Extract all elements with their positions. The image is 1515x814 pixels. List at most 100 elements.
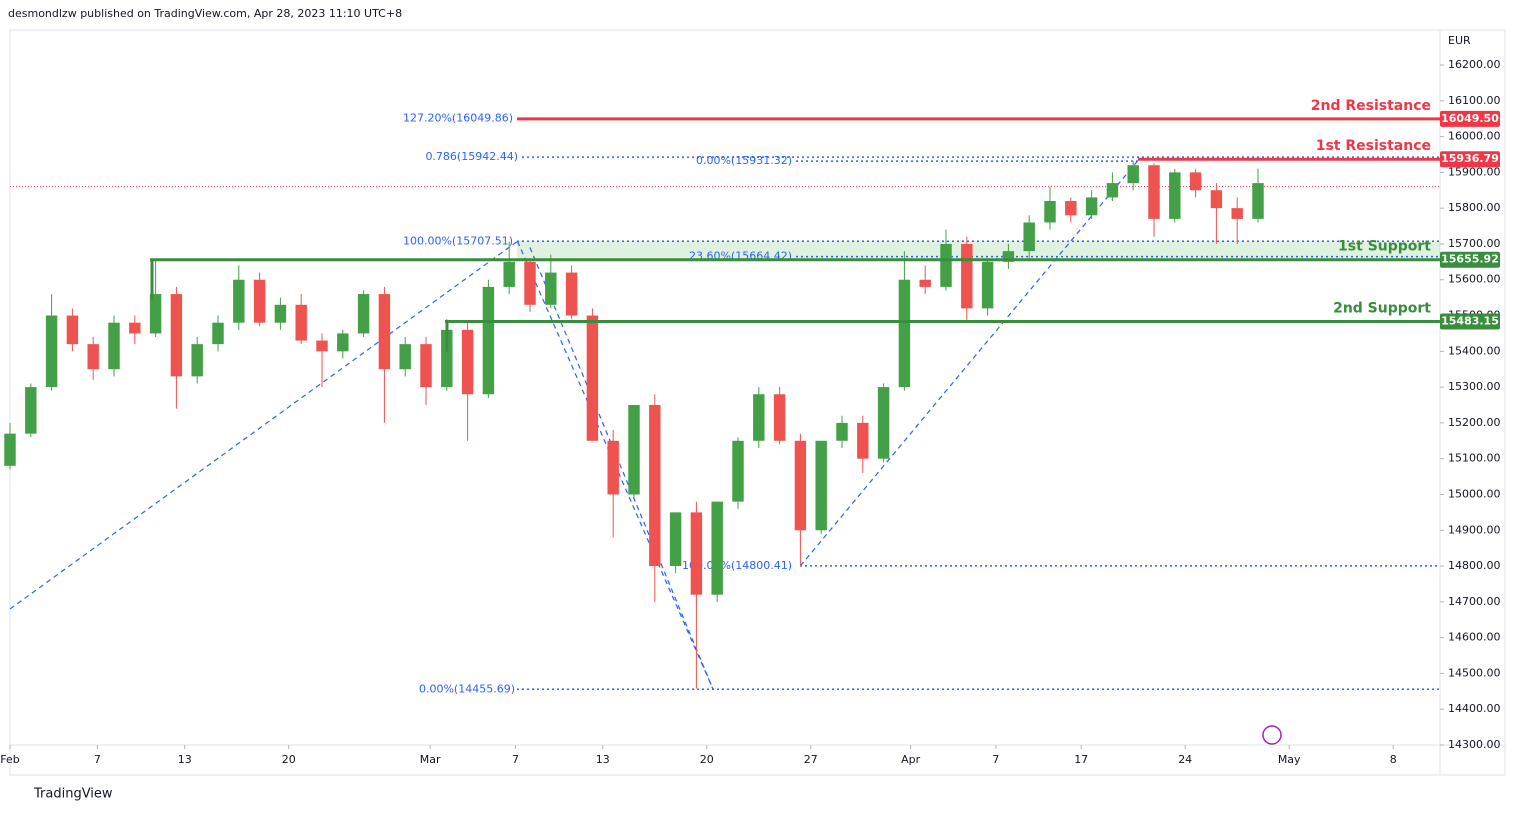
candle-body: [253, 279, 266, 323]
candle-body: [1231, 208, 1243, 219]
y-tick-label: 16000.00: [1448, 130, 1501, 143]
candle-body: [649, 405, 661, 567]
event-icon[interactable]: [1262, 725, 1282, 745]
candle-body: [1127, 165, 1139, 184]
candle-body: [149, 294, 162, 334]
x-tick-label: 20: [700, 753, 714, 766]
level-name: 2nd Resistance: [1311, 98, 1431, 114]
candle-body: [87, 344, 99, 370]
price-tag-label: 15655.92: [1441, 253, 1499, 266]
candle-body: [1002, 251, 1015, 262]
support-zone: [517, 241, 1440, 260]
fib-label: 127.20%(16049.86): [403, 112, 513, 125]
footer: TradingView: [33, 787, 113, 802]
candle-body: [420, 344, 432, 388]
level-name: 2nd Support: [1333, 301, 1431, 317]
candle-body: [1189, 172, 1202, 191]
candle-body: [586, 315, 599, 441]
candle-body: [690, 512, 703, 595]
candle-body: [274, 304, 287, 323]
x-tick-label: 20: [282, 753, 296, 766]
x-tick-label: 27: [804, 753, 818, 766]
candle-body: [857, 422, 869, 459]
candle-body: [191, 344, 203, 377]
candle-body: [628, 405, 640, 495]
y-tick-label: 15300.00: [1448, 380, 1501, 393]
y-tick-label: 15000.00: [1448, 487, 1501, 500]
fib-label: 0.00%(15931.32): [696, 154, 792, 167]
candle-body: [1148, 165, 1160, 219]
y-tick-label: 14400.00: [1448, 702, 1501, 715]
candle-body: [607, 440, 619, 495]
candle-body: [711, 501, 723, 595]
fib-label: 0.786(15942.44): [425, 150, 518, 163]
x-tick-label: Mar: [420, 753, 441, 766]
candle-body: [337, 333, 349, 352]
trendline: [799, 160, 1138, 567]
candle-body: [524, 261, 536, 305]
y-tick-label: 14300.00: [1448, 738, 1501, 751]
x-tick-label: 17: [1074, 753, 1088, 766]
y-tick-label: 14500.00: [1448, 666, 1501, 679]
candle-body: [1044, 201, 1056, 223]
candle-body: [170, 294, 183, 377]
candle-body: [981, 261, 994, 309]
fib-label: 100.00%(15707.51): [403, 234, 513, 247]
candle-body: [1106, 183, 1119, 198]
candle-body: [4, 433, 16, 466]
candle-body: [794, 440, 807, 531]
candle-body: [1065, 201, 1077, 216]
y-tick-label: 14900.00: [1448, 523, 1501, 536]
candle-body: [45, 315, 58, 388]
y-tick-label: 14800.00: [1448, 559, 1501, 572]
x-tick-label: May: [1278, 753, 1301, 766]
price-tag-label: 15936.79: [1441, 152, 1499, 165]
candle-body: [1252, 183, 1264, 219]
candle-body: [295, 304, 307, 341]
y-tick-label: 15600.00: [1448, 273, 1501, 286]
candle-body: [503, 261, 515, 287]
fib-label: 0.00%(14455.69): [419, 682, 515, 695]
candle-body: [669, 512, 682, 567]
x-tick-label: Apr: [901, 753, 921, 766]
price-tag: [1440, 110, 1500, 127]
candle-body: [961, 243, 973, 309]
candle-body: [378, 294, 391, 370]
price-tag: [1440, 251, 1500, 268]
candle-body: [129, 322, 141, 334]
y-tick-label: 14600.00: [1448, 631, 1501, 644]
x-tick-label: 7: [992, 753, 999, 766]
candle-body: [898, 279, 911, 388]
price-tag-label: 16049.50: [1441, 112, 1499, 125]
candle-body: [545, 272, 557, 305]
level-name: 1st Support: [1338, 239, 1431, 255]
price-tag-label: 15483.15: [1441, 315, 1499, 328]
candle-body: [212, 322, 224, 345]
x-tick-label: 8: [1390, 753, 1397, 766]
candle-body: [565, 272, 578, 316]
candle-body: [919, 279, 931, 287]
candle-body: [815, 440, 827, 531]
candle-body: [482, 286, 495, 395]
currency: EUR: [1448, 34, 1471, 47]
trendline: [9, 240, 518, 610]
candle-body: [1023, 222, 1035, 252]
x-tick-label: 24: [1178, 753, 1192, 766]
y-tick-label: 16100.00: [1448, 94, 1501, 107]
frame: [9, 29, 1506, 776]
price-tag: [1440, 313, 1500, 330]
header: desmondlzw published on TradingView.com,…: [8, 7, 402, 20]
candle-body: [773, 394, 786, 441]
candle-body: [233, 279, 245, 323]
candle-body: [1169, 172, 1181, 219]
y-tick-label: 15700.00: [1448, 237, 1501, 250]
candle-body: [940, 243, 952, 287]
x-tick-label: 13: [178, 753, 192, 766]
y-tick-label: 16200.00: [1448, 58, 1501, 71]
candle-body: [441, 329, 453, 388]
trendline: [529, 247, 714, 690]
candle-body: [66, 315, 79, 345]
y-tick-label: 15100.00: [1448, 452, 1501, 465]
x-tick-label: 7: [94, 753, 101, 766]
candle-body: [1210, 190, 1223, 209]
